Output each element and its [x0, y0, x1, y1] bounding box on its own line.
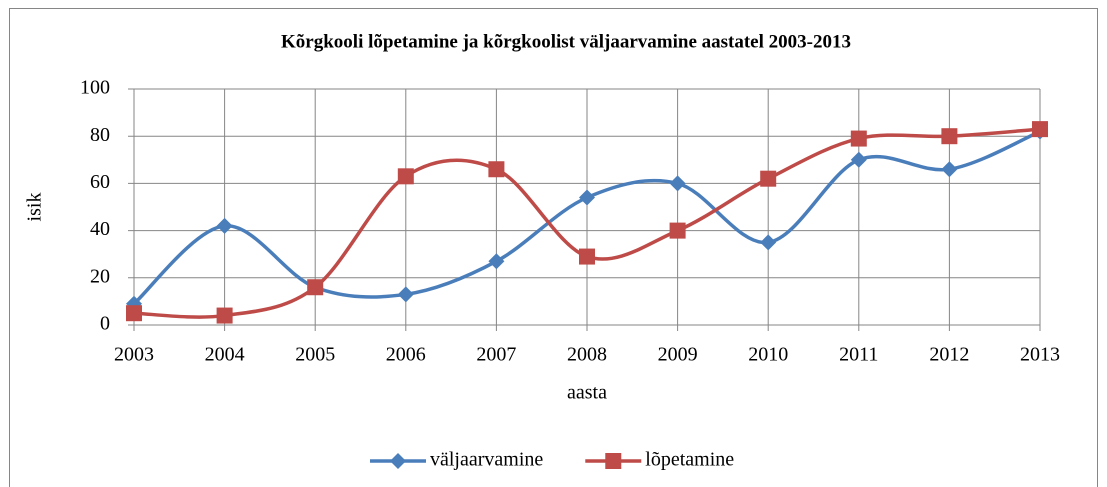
marker [126, 305, 142, 322]
legend-label: lõpetamine [645, 449, 734, 471]
x-tick-label: 2010 [748, 344, 788, 366]
y-tick-label: 60 [90, 171, 110, 193]
x-axis-label: aasta [567, 382, 607, 404]
marker [397, 168, 414, 185]
marker [669, 222, 686, 239]
x-tick-label: 2004 [205, 344, 245, 366]
x-tick-label: 2013 [1020, 344, 1060, 366]
x-tick-label: 2007 [476, 344, 516, 366]
x-tick-label: 2006 [386, 344, 426, 366]
legend-marker [605, 453, 622, 469]
marker [307, 279, 324, 296]
marker [488, 161, 505, 178]
x-tick-label: 2003 [114, 344, 154, 366]
x-tick-label: 2005 [295, 344, 335, 366]
y-axis-label: isik [24, 193, 46, 222]
legend-marker [390, 453, 406, 469]
marker [941, 161, 958, 178]
marker [760, 170, 777, 187]
legend-item: väljaarvamine [370, 449, 543, 471]
marker [850, 130, 867, 147]
marker [579, 248, 595, 265]
marker [216, 217, 233, 234]
x-tick-label: 2008 [567, 344, 607, 366]
chart-title: Kõrgkooli lõpetamine ja kõrgkoolist välj… [281, 31, 851, 52]
marker [397, 286, 414, 303]
x-tick-label: 2009 [658, 344, 698, 366]
x-tick-label: 2012 [929, 344, 969, 366]
y-tick-label: 80 [90, 124, 110, 146]
marker [941, 128, 958, 145]
y-tick-label: 0 [100, 313, 110, 335]
marker [579, 189, 595, 206]
x-tick-label: 2011 [839, 344, 878, 366]
legend-item: lõpetamine [585, 449, 734, 471]
marker [669, 175, 686, 192]
y-tick-label: 100 [80, 77, 110, 99]
legend-label: väljaarvamine [430, 449, 543, 471]
marker [760, 234, 777, 251]
chart-frame [9, 8, 1098, 487]
marker [216, 307, 233, 324]
marker [1032, 121, 1048, 138]
y-tick-label: 40 [90, 218, 110, 240]
y-tick-label: 20 [90, 265, 110, 287]
marker [488, 253, 505, 270]
marker [850, 151, 867, 168]
